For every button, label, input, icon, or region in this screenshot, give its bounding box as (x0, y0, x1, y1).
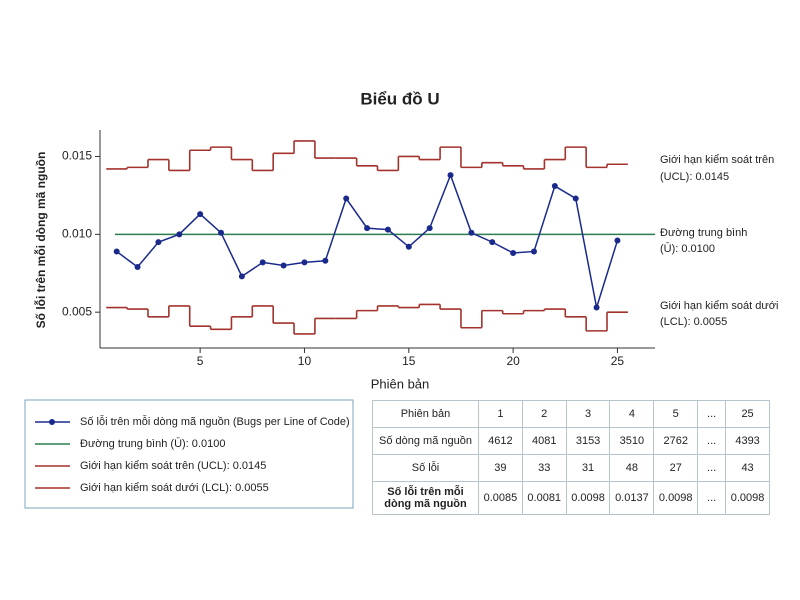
table-cell: ... (697, 481, 727, 515)
table-cell: ... (697, 400, 727, 428)
table-cell: Số lỗi trên mỗi dòng mã nguồn (372, 481, 479, 515)
annotation: Giới hạn kiểm soát dưới (660, 300, 778, 312)
data-point (197, 211, 204, 218)
y-axis-label: Số lỗi trên mỗi dòng mã nguồn (33, 152, 48, 329)
table-cell: 2762 (653, 427, 699, 455)
data-point (530, 248, 537, 255)
chart-title: Biểu đồ U (360, 89, 439, 108)
data-point (113, 248, 120, 255)
table-cell: 3 (565, 400, 611, 428)
legend-label: Số lỗi trên mỗi dòng mã nguồn (Bugs per … (80, 415, 350, 428)
table-cell: 31 (565, 454, 611, 482)
table-cell: 33 (521, 454, 567, 482)
legend-marker (49, 419, 55, 425)
table-row: Số dòng mã nguồn 4612 4081 3153 3510 2762... 4… (372, 427, 770, 455)
data-point (551, 183, 558, 190)
data-point (468, 229, 475, 236)
data-point (301, 259, 308, 266)
data-point (343, 195, 350, 202)
table-cell: 0.0098 (653, 481, 699, 515)
x-tick-label: 5 (197, 354, 204, 368)
data-point (238, 273, 245, 280)
data-point (384, 226, 391, 233)
table-cell: Số dòng mã nguồn (372, 427, 479, 455)
y-tick-label: 0.015 (62, 149, 92, 163)
x-tick-label: 10 (298, 354, 312, 368)
data-table: Phiên bản 1 2 3 4 5... 25 Số dòng mã nguồn 4612 4… (372, 400, 770, 515)
data-point (510, 250, 517, 257)
table-cell: 48 (609, 454, 655, 482)
data-point (614, 237, 621, 244)
table-cell: ... (697, 454, 727, 482)
table-cell: ... (697, 427, 727, 455)
table-cell: 27 (653, 454, 699, 482)
data-point (426, 225, 433, 232)
table-cell: 4393 (725, 427, 770, 455)
y-tick-label: 0.005 (62, 304, 92, 318)
data-point (489, 239, 496, 246)
table-row: Số lỗi trên mỗi dòng mã nguồn 0.0085 0.008… (372, 481, 770, 515)
table-cell: Số lỗi (372, 454, 479, 482)
data-point (155, 239, 162, 246)
legend-label: Giới hạn kiểm soát trên (UCL): 0.0145 (80, 460, 266, 472)
annotation: (LCL): 0.0055 (660, 316, 727, 328)
table-cell: 3153 (565, 427, 611, 455)
table-cell: 3510 (609, 427, 655, 455)
legend-label: Giới hạn kiểm soát dưới (LCL): 0.0055 (80, 482, 269, 494)
data-point (218, 229, 225, 236)
x-tick-label: 25 (611, 354, 625, 368)
legend-label: Đường trung bình (Ū): 0.0100 (80, 438, 225, 450)
data-point (176, 231, 183, 238)
data-point (322, 257, 329, 264)
table-cell: 5 (653, 400, 699, 428)
data-point (572, 195, 579, 202)
legend-box (24, 399, 354, 509)
table-cell: 25 (725, 400, 770, 428)
x-axis-label: Phiên bản (371, 376, 430, 391)
table-cell: 2 (521, 400, 567, 428)
data-point (134, 264, 141, 271)
data-point (259, 259, 266, 266)
data-line (116, 173, 619, 308)
data-point (364, 225, 371, 232)
x-tick-label: 20 (506, 354, 520, 368)
table-cell: 43 (725, 454, 770, 482)
table-cell: 0.0098 (725, 481, 770, 515)
table-cell: 0.0137 (609, 481, 655, 515)
data-point (405, 243, 412, 250)
table-cell: 1 (478, 400, 523, 428)
data-point (280, 262, 287, 269)
table-cell: 0.0085 (478, 481, 523, 515)
table-cell: Phiên bản (372, 400, 479, 428)
y-tick-label: 0.010 (62, 227, 92, 241)
annotation: (UCL): 0.0145 (660, 171, 729, 183)
table-cell: 4 (609, 400, 655, 428)
table-cell: 0.0098 (565, 481, 611, 515)
annotation: Giới hạn kiểm soát trên (660, 154, 774, 166)
annotation: Đường trung bình (660, 227, 747, 239)
table-cell: 39 (478, 454, 523, 482)
table-row: Phiên bản 1 2 3 4 5... 25 (372, 400, 770, 428)
table-cell: 4612 (478, 427, 523, 455)
table-cell: 0.0081 (521, 481, 567, 515)
data-point (447, 172, 454, 179)
table-cell: 4081 (521, 427, 567, 455)
data-point (593, 304, 600, 311)
x-tick-label: 15 (402, 354, 416, 368)
annotation: (Ū): 0.0100 (660, 243, 715, 255)
table-row: Số lỗi 39 33 31 48 27... 43 (372, 454, 770, 482)
